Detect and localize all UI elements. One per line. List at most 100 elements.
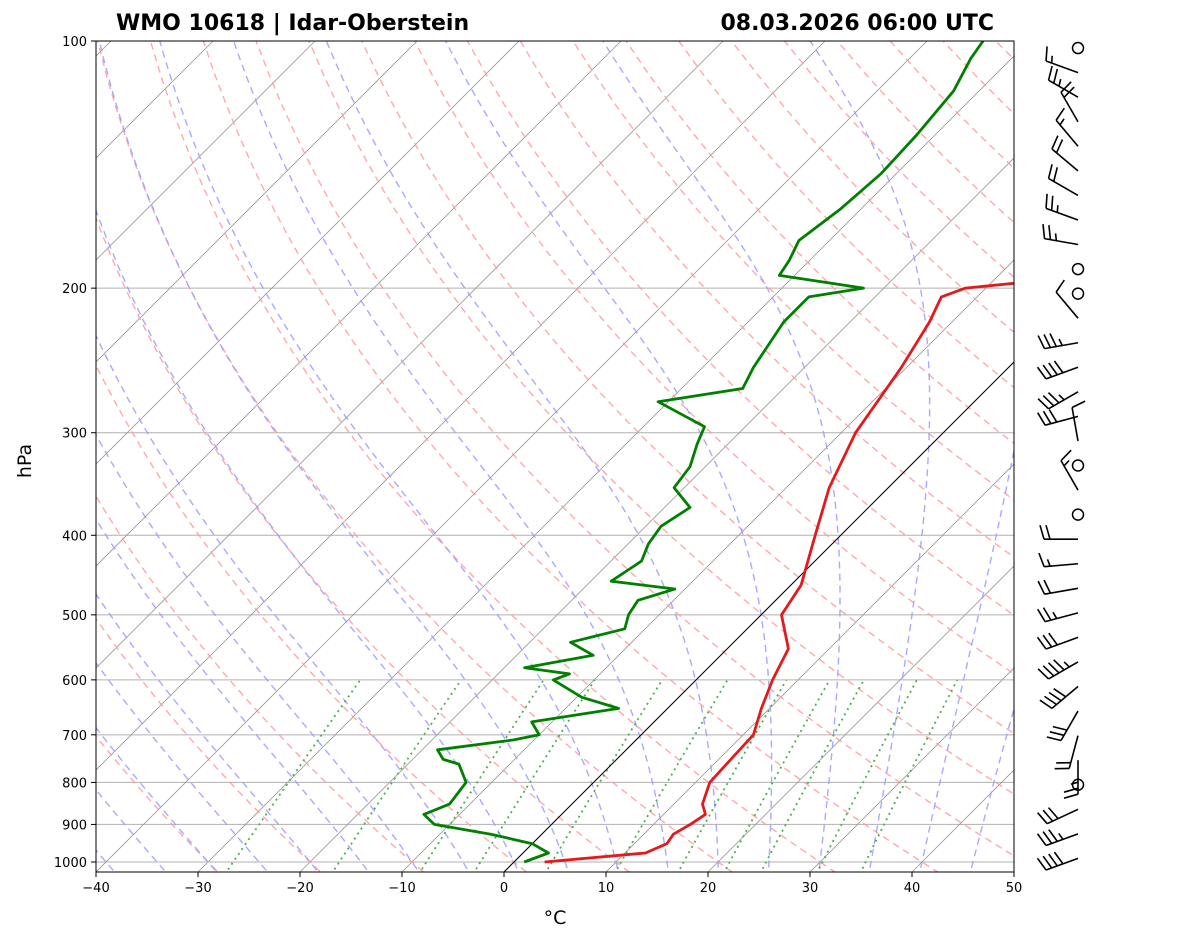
wind-barb-half-flag [1058,338,1063,346]
moist-adiabat-line [96,208,520,872]
wind-barb-flag [1047,662,1060,674]
moist-adiabat-line [98,41,570,872]
wind-barb-half-flag [1063,661,1070,668]
x-axis: −40 −30 −20 −10 0 10 20 30 40 50 [82,872,1022,896]
wind-barb-flag [1043,579,1052,594]
isotherm-line [96,41,418,363]
isotherm-line [605,463,1014,872]
wind-barb-flag [1063,793,1079,799]
wind-barb-flag [1042,395,1055,407]
dry-adiabat-line [96,363,528,872]
dry-adiabat-line [1102,41,1181,879]
dry-adiabat-line [202,41,940,872]
wind-barb-staff [1045,857,1079,871]
wind-barb-flag [1052,167,1059,182]
wind-barb-flag [1037,668,1050,680]
y-tick-label: 200 [62,282,87,297]
calm-wind-circle [1071,41,1085,55]
wind-barb-flag [1053,659,1065,671]
dry-adiabat-line [96,216,631,872]
x-tick-label: 20 [700,881,717,896]
mixing-ratio-line [677,679,788,872]
wind-barb-flag [1053,687,1067,698]
dry-adiabat-line [255,41,1014,857]
dry-adiabats [96,41,1181,879]
wind-barb-flag [1052,725,1068,731]
wind-barb-half-flag [1058,394,1065,401]
wind-barb-flag [1042,364,1053,378]
moist-adiabat-line [159,41,620,872]
wind-barb-staff [1055,291,1079,319]
dewpoint-profile-line [422,41,985,864]
dry-adiabat-line [96,495,425,872]
wind-barbs [1036,41,1086,871]
isotherm-line [197,55,1014,872]
wind-barb-flag [1036,857,1047,871]
wind-barb-flag [1055,139,1064,154]
wind-barb-flag [1063,787,1079,793]
wind-barb-flag [1037,398,1050,410]
wind-barb-flag [1036,366,1047,380]
moist-adiabat-line [1019,41,1181,879]
moist-adiabat-line [96,518,370,872]
x-tick-label: −10 [388,881,415,896]
wind-barb-staff [1060,710,1079,741]
moist-adiabat-line [233,41,670,872]
wind-barb-flag [1048,691,1062,702]
isotherm-line [299,157,1014,872]
wind-barb-flag [1071,400,1086,409]
mixing-ratio-lines [225,679,959,872]
wind-barb-half-flag [1058,78,1062,87]
wind-barb-flag [1045,46,1048,62]
isotherm-line [503,361,1014,872]
wind-barb-flag [1042,665,1055,677]
isotherm-line [707,565,1014,872]
mixing-ratio-line [859,679,959,872]
y-tick-label: 400 [62,529,87,544]
dry-adiabat-line [413,41,1014,675]
dry-adiabat-line [889,41,1014,169]
mixing-ratio-line [419,679,545,872]
profile-series [422,41,1014,864]
wind-barb-flag [1042,831,1053,844]
isotherm-line [96,41,520,465]
y-axis-label: hPa [14,444,36,478]
wind-barb-half-flag [1050,55,1054,64]
wind-barb-half-flag [1056,205,1059,213]
wind-barb-flag [1046,736,1062,742]
wind-barb-flag [1039,524,1045,540]
wind-barb-flag [1045,193,1048,209]
moist-adiabat-line [809,41,931,872]
wind-barb-half-flag [1059,118,1065,126]
calm-wind-circle [1071,262,1085,276]
wind-barb-flag [1055,107,1065,121]
dry-adiabat-line [995,41,1014,61]
dry-adiabat-line [678,41,1014,389]
wind-barb-flag [1060,81,1072,93]
moist-adiabat-line [96,334,470,872]
wind-barb-flag [1052,68,1059,84]
wind-barb-flag [1053,360,1064,374]
wind-barb-half-flag [1052,611,1058,619]
y-tick-label: 800 [62,776,87,791]
moist-adiabat-line [969,706,1014,872]
wind-barb-staff [1071,407,1079,442]
wind-barb-flag [1047,164,1053,179]
moist-adiabat-line [445,41,773,872]
y-axis: 100 200 300 400 500 600 700 800 900 1000 [54,35,96,871]
y-tick-label: 900 [62,818,87,833]
x-tick-label: 40 [904,881,921,896]
x-tick-label: 10 [598,881,615,896]
dry-adiabat-line [572,41,1014,501]
wind-barb-flag [1047,65,1053,81]
plot-area [96,41,1181,879]
calm-wind-circle [1071,287,1085,300]
wind-barb-flag [1042,410,1052,425]
wind-barb-staff [1060,91,1079,123]
moist-adiabat-line [96,726,218,872]
isotherm-line [96,41,928,872]
wind-barb-flag [1039,699,1053,710]
wind-barb-flag [1048,853,1058,867]
y-tick-label: 500 [62,609,87,624]
wind-barb-flag [1042,855,1053,869]
